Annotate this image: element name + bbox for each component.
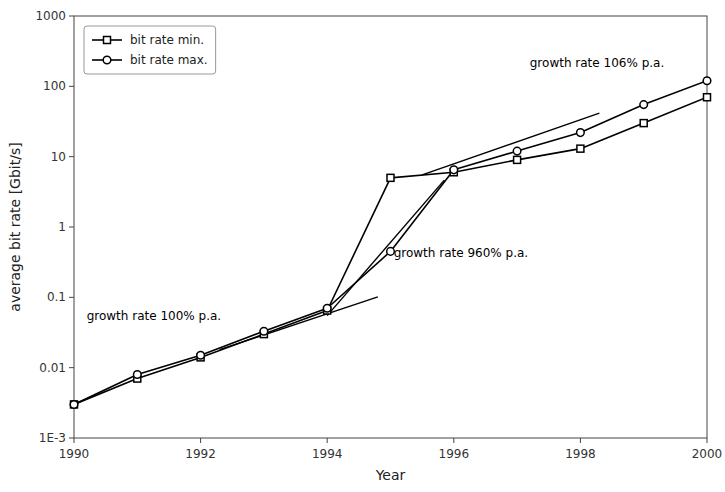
point (134, 371, 142, 379)
x-tick-label: 1990 (59, 447, 90, 461)
point (450, 166, 458, 174)
legend-marker (103, 56, 111, 64)
legend-label: bit rate max. (130, 53, 208, 67)
page: {"chart_data": { "type": "line", "log": … (0, 0, 725, 492)
legend-label: bit rate min. (130, 33, 204, 47)
x-tick-label: 1992 (185, 447, 216, 461)
y-tick-label: 1000 (35, 9, 66, 23)
legend-item: bit rate max. (92, 53, 208, 67)
axes: 1990 1992 1994 1996 1998 2000 1E-3 0.01 0.1 1 10 10… (35, 9, 722, 461)
y-tick-label: 1 (58, 220, 66, 234)
y-tick-label: 10 (51, 150, 66, 164)
trend-line (220, 297, 378, 350)
chart: 1990 1992 1994 1996 1998 2000 1E-3 0.01 0.1 1 10 10… (0, 0, 725, 492)
point (70, 401, 78, 409)
y-tick (69, 227, 74, 228)
y-tick (69, 297, 74, 298)
point (513, 147, 521, 155)
y-axis-label: average bit rate [Gbit/s] (7, 142, 23, 311)
x-tick-label: 1994 (312, 447, 343, 461)
x-tick-label: 1996 (439, 447, 470, 461)
x-tick (707, 438, 708, 443)
point (323, 304, 331, 312)
legend-box (84, 26, 216, 74)
y-tick (69, 16, 74, 17)
annotation: growth rate 100% p.a. (87, 309, 221, 323)
y-tick (69, 86, 74, 87)
point (514, 156, 521, 163)
series-line (74, 81, 707, 405)
y-tick (69, 438, 74, 439)
point (703, 77, 711, 85)
y-tick-label: 0.1 (47, 290, 66, 304)
y-tick-label: 1E-3 (39, 431, 66, 445)
x-tick (327, 438, 328, 443)
series-line (74, 97, 707, 404)
point (71, 401, 78, 408)
x-tick (74, 438, 75, 443)
plot-frame (74, 16, 707, 438)
point (260, 327, 268, 335)
point (577, 129, 585, 137)
x-tick-label: 2000 (692, 447, 723, 461)
legend: bit rate min. bit rate max. (84, 26, 216, 74)
point (387, 174, 394, 181)
x-tick (200, 438, 201, 443)
point (197, 351, 205, 359)
y-tick-label: 100 (43, 79, 66, 93)
annotation: growth rate 106% p.a. (530, 56, 664, 70)
annotation: growth rate 960% p.a. (394, 246, 528, 260)
series-lines (74, 81, 707, 405)
y-tick (69, 367, 74, 368)
trend-line (422, 113, 599, 175)
legend-marker (104, 37, 111, 44)
point (640, 101, 648, 109)
y-tick-label: 0.01 (39, 361, 66, 375)
x-axis-label: Year (375, 467, 406, 483)
annotations: growth rate 100% p.a. growth rate 960% p.… (87, 56, 665, 323)
x-tick-label: 1998 (565, 447, 596, 461)
y-tick (69, 156, 74, 157)
x-tick (580, 438, 581, 443)
plot-area (74, 16, 707, 438)
series-markers (70, 77, 711, 408)
point (704, 94, 711, 101)
point (640, 120, 647, 127)
legend-item: bit rate min. (92, 33, 204, 47)
point (577, 145, 584, 152)
x-tick (453, 438, 454, 443)
